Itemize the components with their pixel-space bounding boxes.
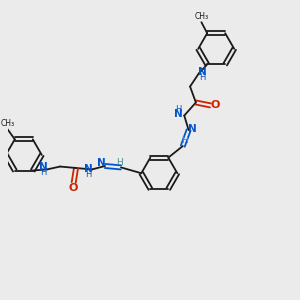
Text: H: H: [200, 73, 206, 82]
Text: CH₃: CH₃: [1, 119, 15, 128]
Text: CH₃: CH₃: [194, 13, 208, 22]
Text: N: N: [97, 158, 106, 168]
Text: O: O: [211, 100, 220, 110]
Text: H: H: [85, 170, 92, 179]
Text: O: O: [68, 183, 78, 193]
Text: N: N: [188, 124, 197, 134]
Text: H: H: [181, 136, 188, 145]
Text: N: N: [198, 67, 207, 77]
Text: N: N: [84, 164, 93, 174]
Text: H: H: [175, 105, 181, 114]
Text: H: H: [40, 168, 47, 177]
Text: H: H: [116, 158, 123, 167]
Text: N: N: [173, 109, 182, 119]
Text: N: N: [39, 162, 48, 172]
